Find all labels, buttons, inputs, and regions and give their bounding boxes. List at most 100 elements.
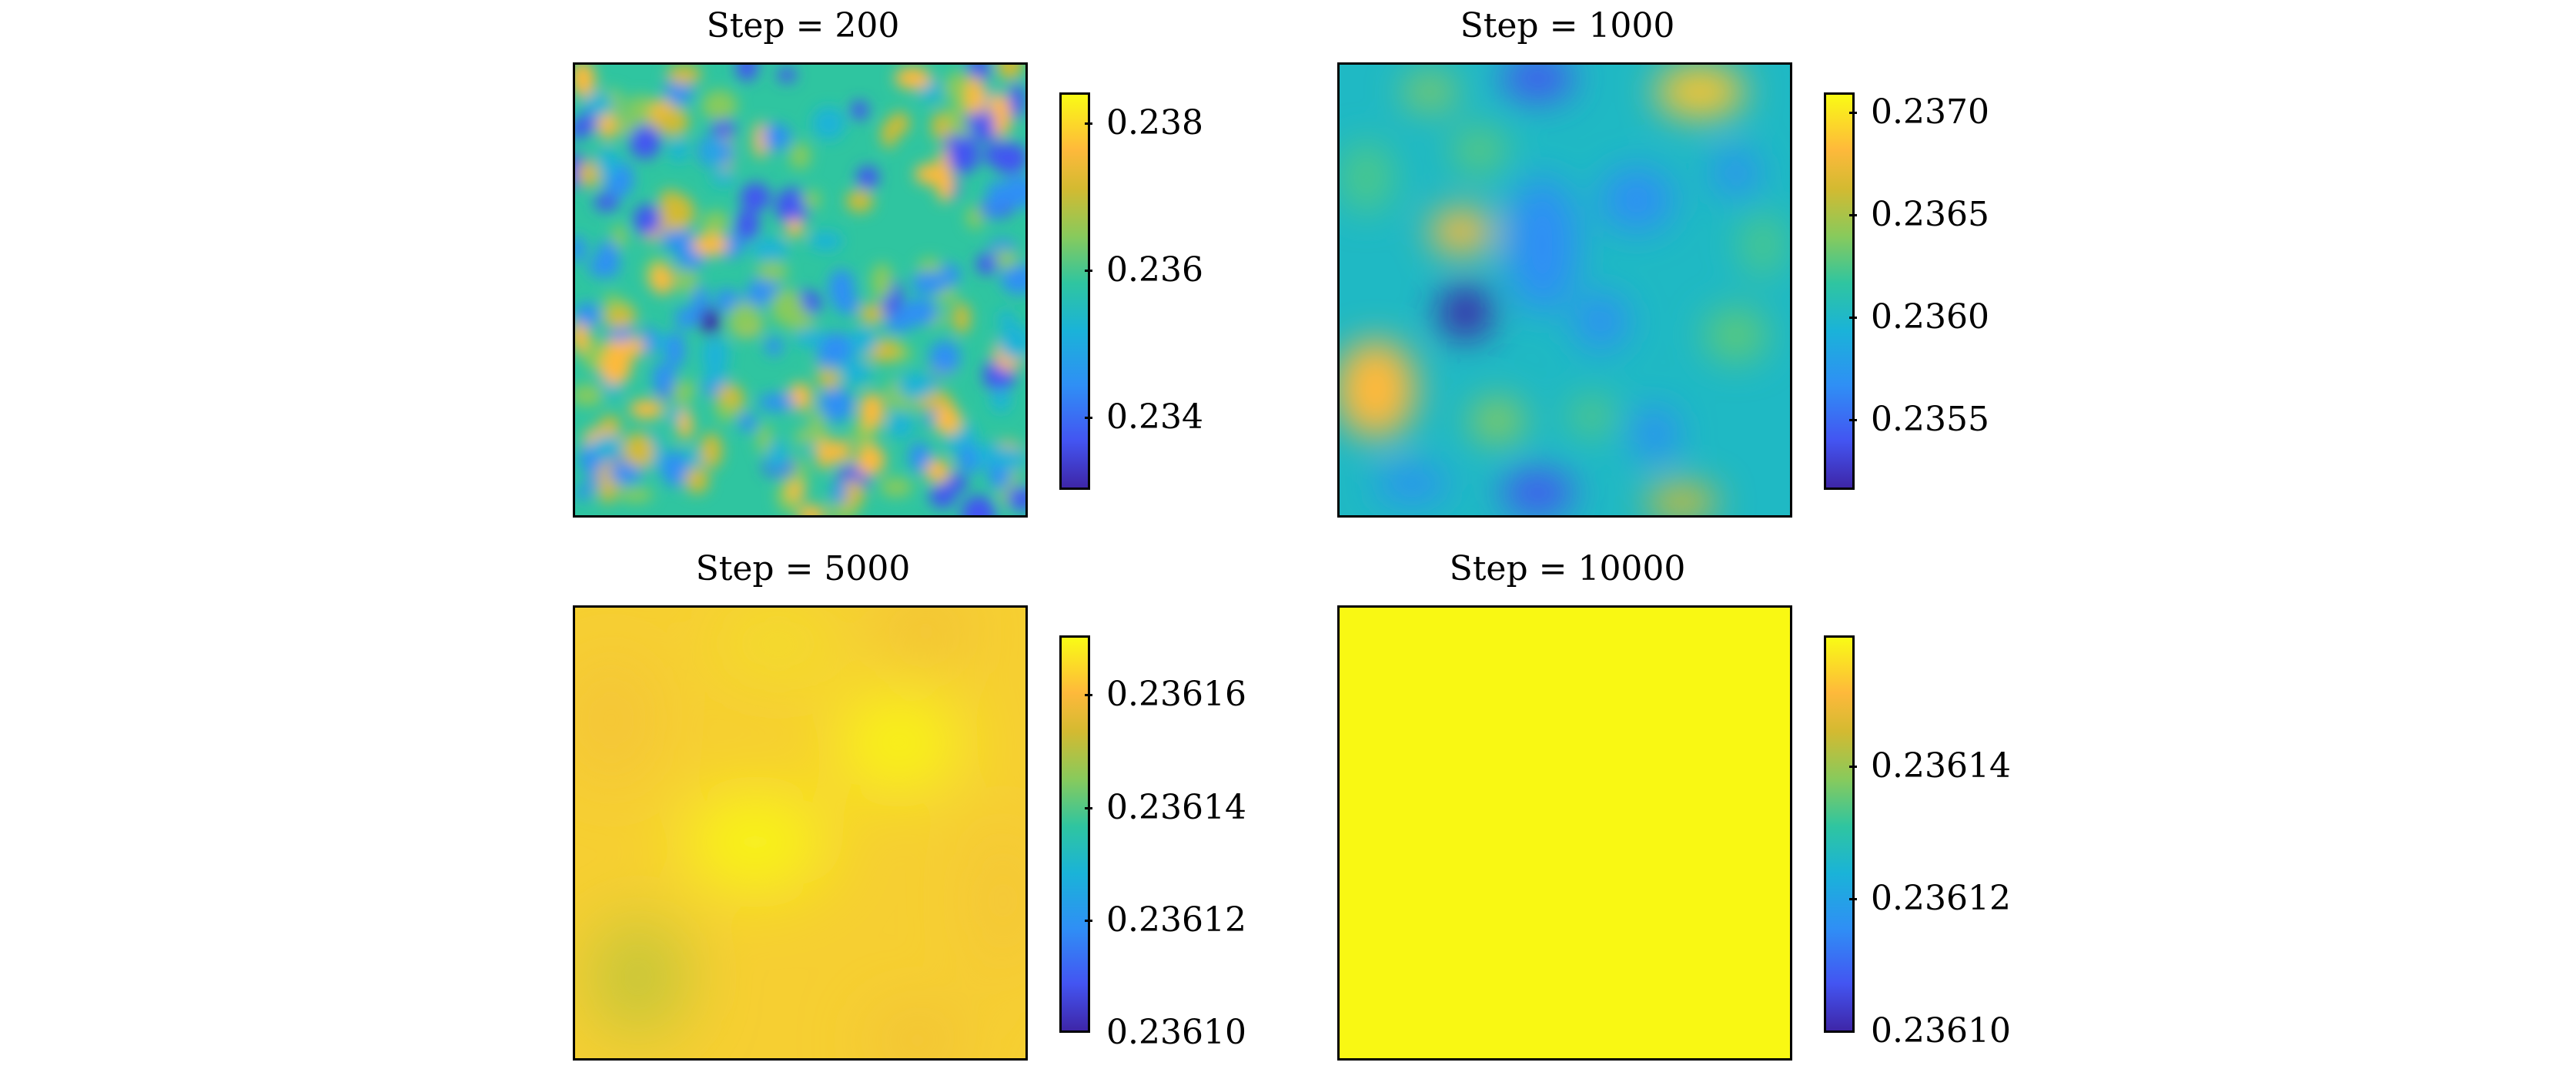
colorbar-tick [1085, 694, 1092, 696]
colorbar-step-200: 0.238 0.236 0.234 [1059, 92, 1203, 490]
panel-title: Step = 1000 [1460, 6, 1675, 45]
heatmap-blob [735, 209, 760, 241]
heatmap-blob [989, 93, 1010, 120]
heatmap-step-5000 [573, 605, 1028, 1061]
heatmap-blob [856, 166, 879, 189]
colorbar-tick-label: 0.23614 [1871, 746, 2011, 786]
heatmap-blob [584, 92, 613, 116]
heatmap-blob [766, 441, 788, 472]
heatmap-blob [924, 458, 951, 483]
heatmap-blob [728, 301, 761, 335]
heatmap-blob [935, 166, 955, 203]
heatmap-blob [627, 95, 653, 122]
heatmap-blob [811, 106, 845, 141]
colorbar-tick [1849, 317, 1857, 319]
heatmap-blob [651, 265, 675, 295]
heatmap-blob [794, 328, 825, 347]
heatmap-blob [1007, 486, 1025, 511]
colorbar-tick [1085, 270, 1092, 272]
heatmap-blob [590, 434, 624, 460]
heatmap-blob [966, 205, 985, 230]
heatmap-blob [809, 407, 825, 446]
heatmap-blob [671, 380, 696, 399]
panel-title: Step = 5000 [695, 549, 911, 588]
colorbar-tick [1849, 766, 1857, 768]
heatmap-blob [738, 414, 758, 432]
heatmap-blob [855, 444, 885, 476]
heatmap-blob [889, 112, 910, 136]
panel-title: Step = 200 [706, 6, 900, 45]
heatmap-blob [711, 169, 735, 186]
heatmap-blob [993, 447, 1025, 471]
heatmap-blob [771, 288, 804, 327]
heatmap-blob [596, 148, 620, 179]
colorbar-tick [1849, 112, 1857, 114]
heatmap-blob [677, 264, 698, 295]
heatmap-blob [756, 260, 788, 283]
colorbar-tick-label: 0.2365 [1871, 195, 1989, 234]
heatmap-blob [575, 384, 604, 407]
heatmap-blob [588, 257, 621, 278]
colorbar-tick-label: 0.236 [1106, 250, 1203, 290]
heatmap-blob [677, 410, 693, 440]
heatmap-blob [575, 303, 601, 327]
colorbar-tick-label: 0.23612 [1106, 900, 1246, 940]
colorbar-tick [1849, 214, 1857, 216]
heatmap-blob [976, 253, 998, 275]
colorbar-tick [1849, 419, 1857, 421]
heatmap-blob [608, 463, 642, 484]
colorbar-tick-label: 0.234 [1106, 397, 1203, 437]
colorbar-tick-label: 0.238 [1106, 103, 1203, 142]
heatmap-blob [777, 67, 797, 82]
heatmap-blob [815, 435, 835, 470]
heatmap-blob [834, 295, 860, 314]
heatmap-blob [895, 66, 932, 90]
heatmap-blob [928, 340, 961, 374]
heatmap-blob [654, 109, 690, 136]
heatmap-blob [859, 392, 885, 430]
heatmap-blob [700, 307, 721, 335]
heatmap-blob [846, 189, 874, 213]
heatmap-blob [659, 193, 695, 232]
heatmap-blob [575, 120, 587, 139]
heatmap-blob [667, 65, 701, 85]
heatmap-blob [736, 65, 758, 82]
heatmap-blob [716, 138, 732, 166]
heatmap-blob [599, 476, 617, 504]
colorbar-tick-label: 0.23614 [1106, 788, 1246, 827]
colorbar-tick-label: 0.23610 [1106, 1013, 1246, 1052]
heatmap-blob [797, 504, 825, 515]
heatmap-blob [751, 237, 788, 263]
colorbar-step-10000: 0.23614 0.23612 0.23610 [1824, 635, 2011, 1051]
heatmap-blob [947, 142, 979, 173]
heatmap-blob [577, 160, 602, 187]
heatmap-blob [789, 142, 811, 169]
colorbar-tick-label: 0.23616 [1106, 675, 1246, 714]
heatmap-blob [990, 387, 1012, 413]
heatmap-blob [871, 263, 893, 300]
heatmap-blob [859, 303, 885, 324]
heatmap-blob [947, 474, 969, 492]
heatmap-blob [600, 348, 632, 385]
heatmap-blob [935, 404, 960, 434]
heatmap-blob [886, 411, 915, 439]
heatmap-blob [965, 77, 986, 116]
heatmap-blob [758, 393, 795, 411]
heatmap-blob [1009, 83, 1025, 119]
heatmap-blob [665, 331, 685, 369]
heatmap-blob [952, 302, 971, 334]
heatmap-blob [692, 233, 728, 256]
heatmap-blob [911, 271, 948, 295]
heatmap-step-200 [573, 62, 1028, 518]
heatmap-blob [575, 65, 596, 98]
heatmap-blob [642, 326, 657, 355]
heatmap-blob [764, 337, 783, 356]
heatmap-blob [998, 323, 1025, 360]
colorbar-tick [1085, 122, 1092, 125]
heatmap-blob [652, 362, 674, 393]
colorbar-tick-label: 0.23610 [1871, 1011, 2011, 1051]
colorbar-tick [1849, 898, 1857, 900]
heatmap-blob [629, 125, 661, 159]
heatmap-blob [831, 481, 847, 504]
heatmap-blob [575, 236, 587, 263]
